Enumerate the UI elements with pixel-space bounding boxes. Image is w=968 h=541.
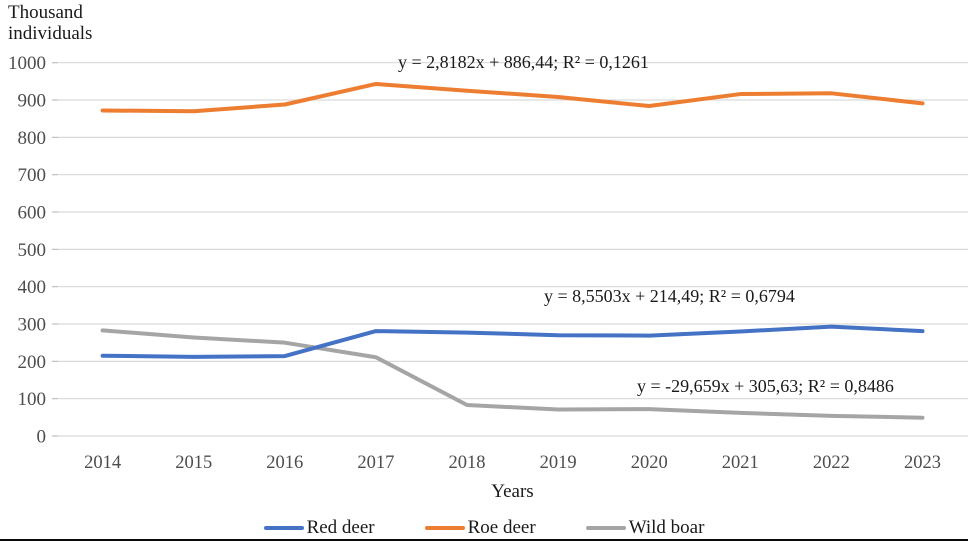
x-tick-label: 2018 <box>449 453 486 473</box>
trendline-equation-roe-deer: y = 2,8182x + 886,44; R² = 0,1261 <box>398 52 649 72</box>
series-line-wild-boar <box>100 328 925 420</box>
legend-item-wild-boar: Wild boar <box>585 517 705 539</box>
legend-item-red-deer: Red deer <box>263 517 375 539</box>
x-axis-title: Years <box>491 481 534 502</box>
y-tick-label: 200 <box>18 352 47 373</box>
y-tick-label: 100 <box>18 389 47 410</box>
legend-item-roe-deer: Roe deer <box>424 517 536 539</box>
y-tick-label: 800 <box>18 128 47 149</box>
y-axis-title-line: individuals <box>8 23 93 44</box>
y-axis-title-line: Thousand <box>8 2 83 23</box>
x-tick-label: 2016 <box>266 453 303 473</box>
x-tick-label: 2021 <box>722 453 759 473</box>
bottom-border-line <box>0 539 968 541</box>
y-tick-label: 300 <box>18 315 47 336</box>
x-tick-label: 2014 <box>84 453 121 473</box>
y-tick-label: 0 <box>37 427 47 448</box>
y-tick-label: 1000 <box>8 53 46 74</box>
legend-line-swatch-wild-boar <box>585 526 626 530</box>
y-tick-label: 400 <box>18 277 47 298</box>
chart-legend: Red deer Roe deer Wild boar <box>0 517 968 539</box>
series-line-red-deer <box>100 324 925 359</box>
x-tick-label: 2019 <box>540 453 577 473</box>
trendline-equation-wild-boar: y = -29,659x + 305,63; R² = 0,8486 <box>637 376 894 396</box>
x-tick-label: 2017 <box>357 453 394 473</box>
y-tick-label: 600 <box>18 203 47 224</box>
legend-label-roe-deer: Roe deer <box>467 517 536 538</box>
x-tick-label: 2022 <box>813 453 850 473</box>
x-tick-label: 2023 <box>904 453 941 473</box>
x-tick-label: 2015 <box>175 453 212 473</box>
legend-line-swatch-red-deer <box>263 526 304 530</box>
x-tick-label: 2020 <box>631 453 668 473</box>
legend-line-swatch-roe-deer <box>424 526 465 530</box>
trendline-equation-red-deer: y = 8,5503x + 214,49; R² = 0,6794 <box>544 286 795 306</box>
y-tick-label: 500 <box>18 240 47 261</box>
y-tick-label: 900 <box>18 91 47 112</box>
legend-label-red-deer: Red deer <box>306 517 375 538</box>
y-axis-title: Thousand individuals <box>8 2 92 44</box>
series-line-roe-deer <box>100 81 925 114</box>
y-tick-label: 700 <box>18 165 47 186</box>
legend-label-wild-boar: Wild boar <box>628 517 705 538</box>
